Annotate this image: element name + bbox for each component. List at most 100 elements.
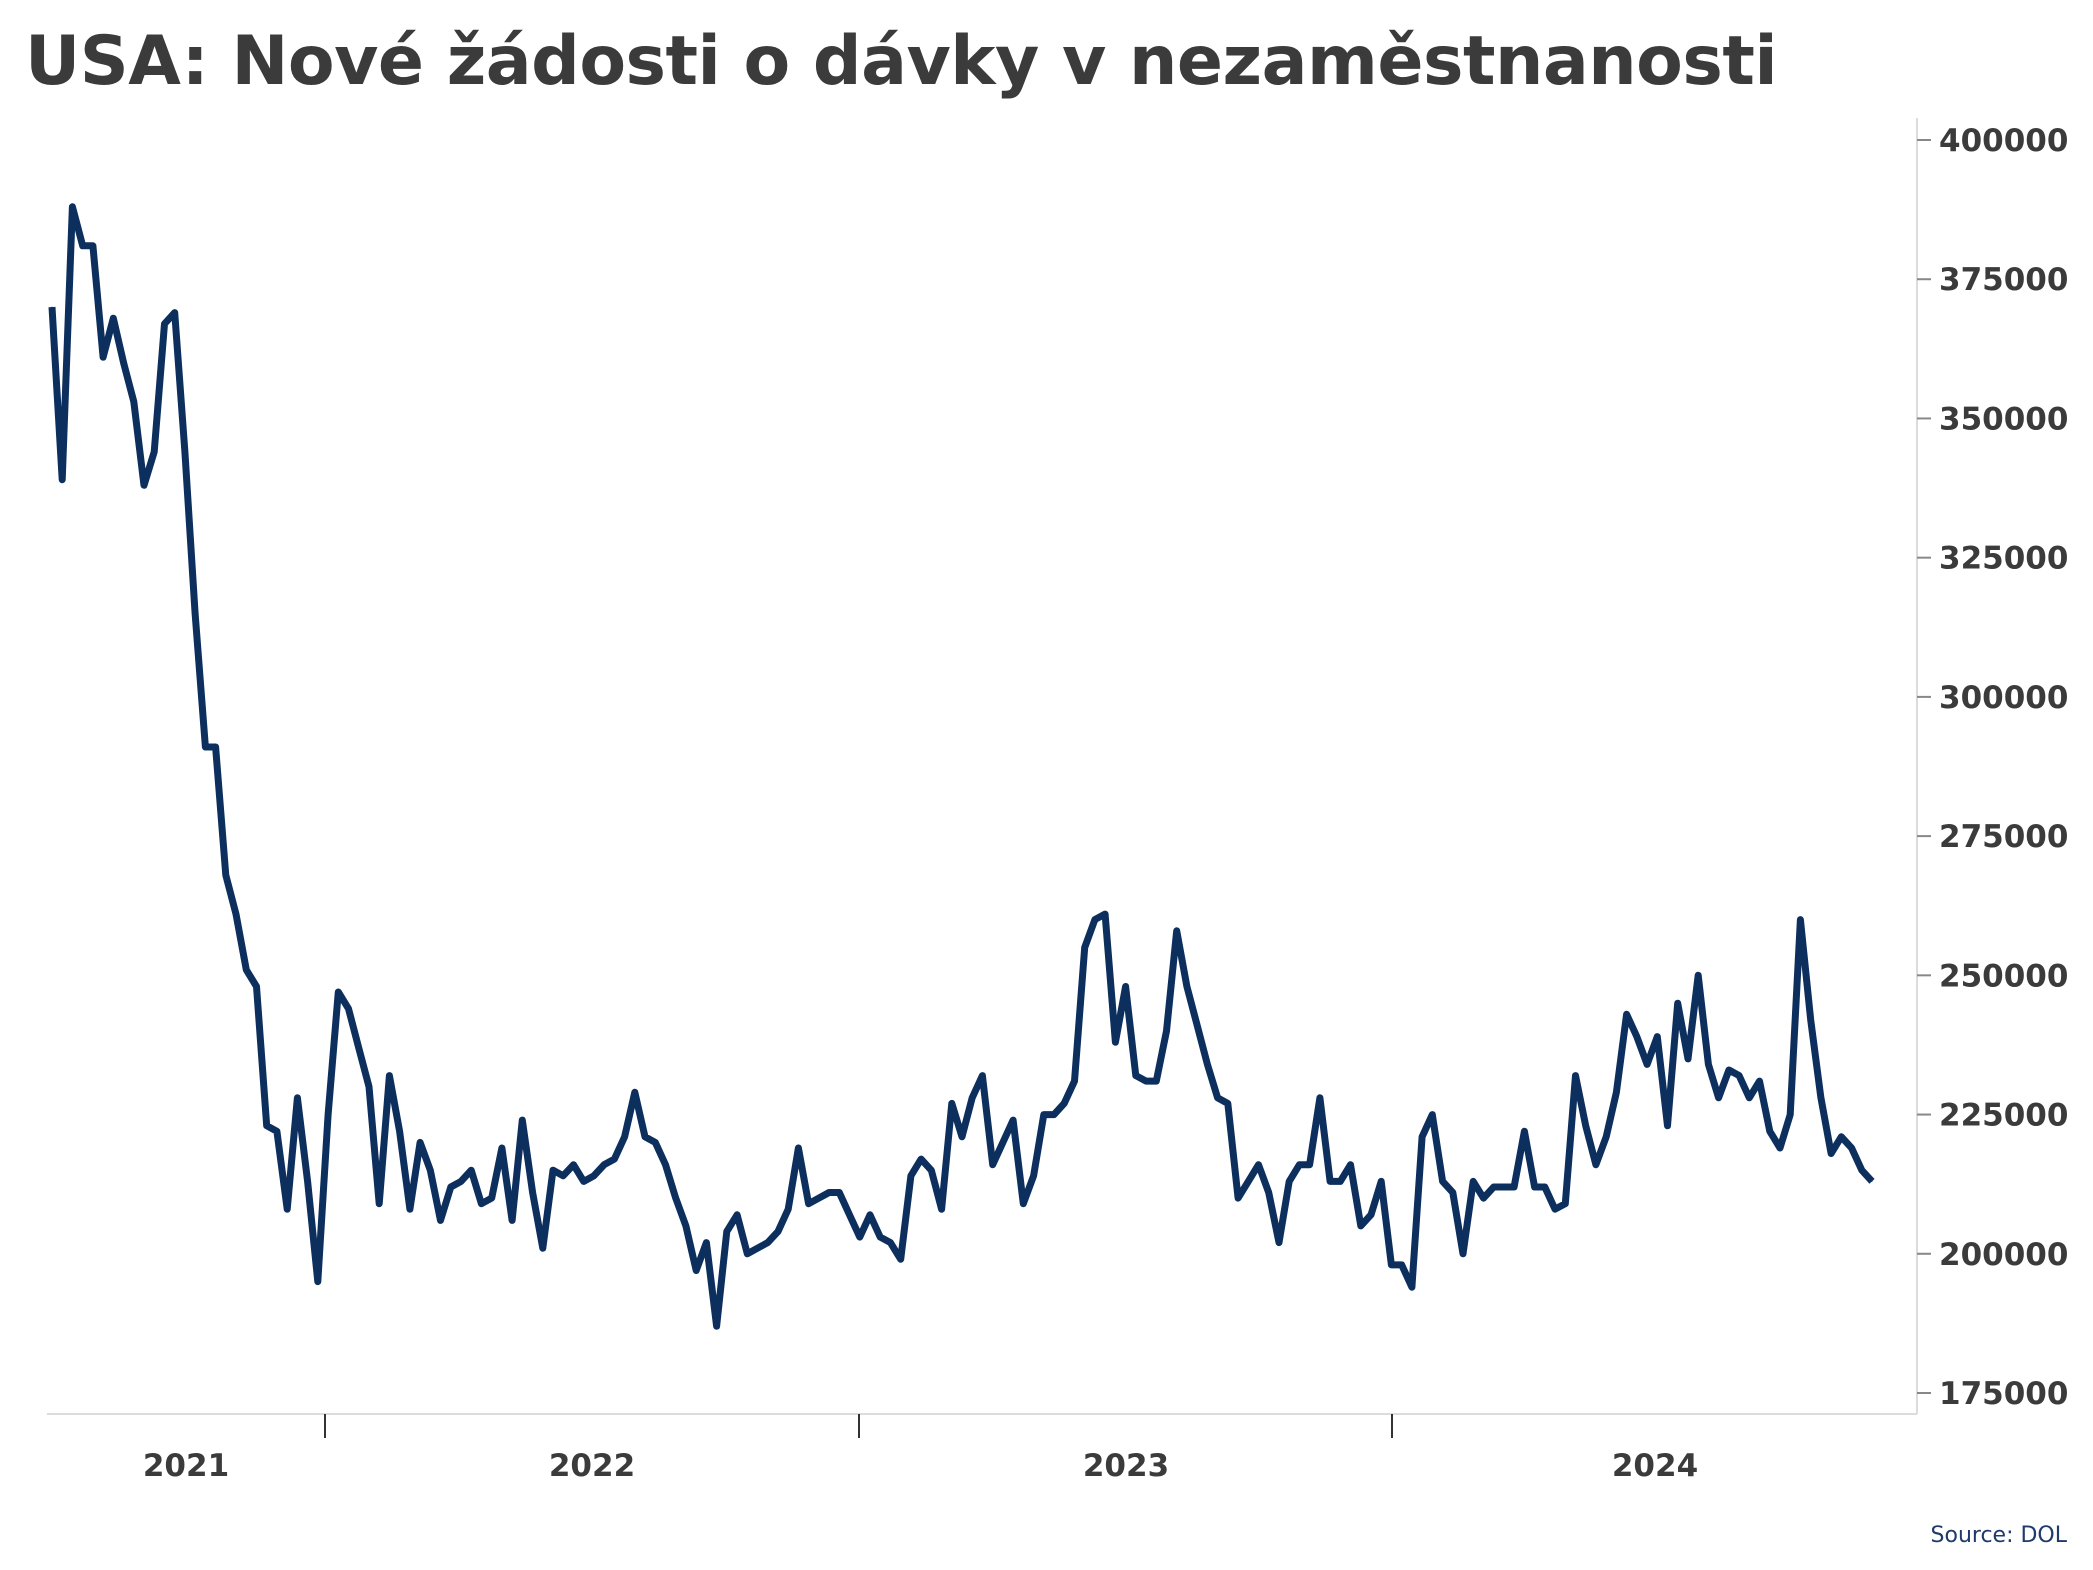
data-point	[1319, 1097, 1321, 1099]
data-point	[879, 1236, 881, 1238]
data-point	[900, 1258, 902, 1260]
data-point	[1135, 1075, 1137, 1077]
data-point	[981, 1075, 983, 1077]
data-point	[235, 913, 237, 915]
data-point	[726, 1231, 728, 1232]
data-point	[164, 323, 165, 325]
data-point	[1247, 1180, 1249, 1182]
data-point	[573, 1164, 574, 1166]
data-point	[307, 1180, 309, 1182]
data-point	[1544, 1186, 1546, 1188]
data-point	[317, 1281, 319, 1283]
data-point	[1104, 913, 1106, 915]
y-axis: 400000 375000 350000 325000 300000 275000 2500…	[1917, 123, 2068, 1412]
data-point	[276, 1130, 278, 1132]
chart-axes	[47, 118, 1918, 1415]
data-point	[399, 1130, 401, 1132]
data-point	[1595, 1164, 1597, 1166]
data-point	[1697, 974, 1699, 976]
y-tick-label: 325000	[1939, 541, 2068, 577]
data-point	[757, 1247, 758, 1249]
data-point	[1063, 1102, 1065, 1104]
data-point	[1789, 1114, 1791, 1116]
data-point	[838, 1192, 840, 1193]
data-point	[204, 746, 206, 748]
data-point	[1401, 1264, 1403, 1266]
data-point	[266, 1125, 268, 1127]
data-point	[787, 1208, 789, 1210]
data-point	[1667, 1125, 1668, 1127]
data-point	[1534, 1186, 1536, 1188]
data-point	[112, 317, 114, 319]
data-point	[245, 969, 247, 971]
data-point	[1871, 1180, 1873, 1182]
data-point	[1380, 1180, 1382, 1182]
data-point	[593, 1175, 595, 1177]
data-point	[716, 1325, 718, 1327]
data-point	[1442, 1180, 1444, 1182]
y-tick-label: 350000	[1939, 401, 2068, 437]
data-point	[1125, 986, 1127, 987]
data-point	[143, 484, 145, 486]
data-point	[777, 1231, 779, 1232]
data-point	[1360, 1225, 1362, 1227]
data-point	[1350, 1164, 1351, 1166]
data-point	[1851, 1147, 1853, 1149]
data-point	[1012, 1119, 1014, 1121]
data-point	[1646, 1063, 1648, 1065]
data-point	[409, 1208, 411, 1210]
data-point	[1707, 1063, 1709, 1065]
data-point	[1206, 1063, 1208, 1065]
data-point	[501, 1147, 503, 1149]
data-point	[992, 1164, 994, 1166]
data-point	[480, 1203, 482, 1205]
data-point	[705, 1242, 707, 1244]
data-point	[1196, 1025, 1198, 1026]
data-point	[1339, 1180, 1341, 1182]
data-point	[1411, 1286, 1413, 1288]
data-point	[358, 1047, 360, 1049]
data-point	[1615, 1091, 1617, 1093]
data-point	[1094, 919, 1096, 921]
data-point	[654, 1141, 656, 1143]
y-tick-label: 400000	[1939, 123, 2068, 159]
data-point	[71, 206, 73, 208]
data-point	[1523, 1130, 1525, 1132]
data-point	[123, 362, 125, 364]
data-point	[133, 401, 135, 403]
data-point	[1738, 1075, 1740, 1077]
data-point	[1176, 930, 1178, 932]
data-point	[337, 991, 339, 993]
data-point	[1053, 1114, 1055, 1116]
data-point	[583, 1180, 585, 1182]
data-point	[603, 1164, 605, 1166]
data-point	[153, 451, 155, 453]
data-point	[256, 986, 257, 987]
data-point	[1820, 1097, 1822, 1099]
data-point	[1769, 1130, 1771, 1132]
x-tick-label: 2022	[549, 1448, 635, 1484]
y-tick-label: 175000	[1939, 1376, 2068, 1412]
data-point	[378, 1203, 380, 1205]
data-point	[1390, 1264, 1392, 1266]
data-point	[1656, 1036, 1658, 1038]
data-point	[1084, 947, 1086, 948]
data-point	[1503, 1186, 1505, 1188]
data-point	[1217, 1097, 1219, 1099]
data-point	[736, 1214, 738, 1216]
data-point	[184, 451, 186, 453]
data-point	[951, 1102, 953, 1104]
y-tick-label: 300000	[1939, 680, 2068, 716]
y-tick-label: 275000	[1939, 819, 2068, 855]
y-tick-label: 200000	[1939, 1237, 2068, 1273]
data-point	[102, 356, 104, 358]
data-point	[1554, 1208, 1556, 1210]
data-point	[61, 479, 63, 481]
data-point	[450, 1186, 452, 1188]
data-point	[1799, 919, 1801, 921]
data-point	[685, 1225, 687, 1227]
data-point	[1677, 1002, 1679, 1004]
data-point	[327, 1114, 329, 1116]
data-point	[286, 1208, 288, 1210]
